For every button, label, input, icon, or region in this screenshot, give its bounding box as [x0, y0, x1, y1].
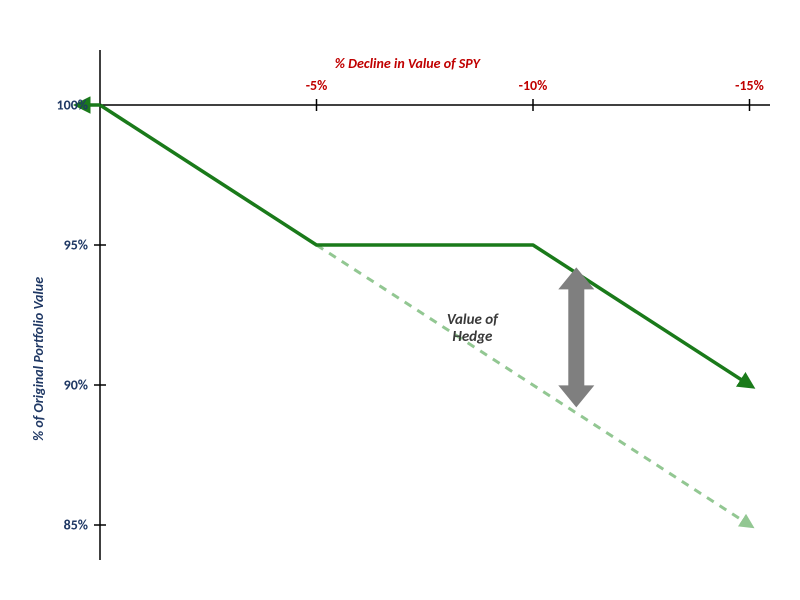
value-of-hedge-label: Value of Hedge [447, 312, 498, 347]
x-tick-label: -10% [519, 77, 548, 94]
x-tick-label: -15% [735, 77, 764, 94]
value-of-hedge-line1: Value of [447, 311, 498, 329]
hedge-payoff-chart: % Decline in Value of SPY % of Original … [0, 0, 800, 600]
y-tick-label: 100% [57, 97, 89, 114]
y-tick-label: 95% [64, 237, 88, 254]
hedged-line [100, 105, 750, 385]
y-axis-title: % of Original Portfolio Value [30, 277, 47, 441]
value-of-hedge-line2: Hedge [452, 328, 492, 346]
unhedged-line [317, 245, 750, 525]
y-tick-label: 90% [64, 377, 88, 394]
chart-canvas [0, 0, 800, 600]
hedge-value-arrow-icon [558, 267, 594, 407]
x-tick-label: -5% [306, 77, 328, 94]
x-axis-title: % Decline in Value of SPY [335, 55, 480, 72]
y-tick-label: 85% [64, 517, 88, 534]
